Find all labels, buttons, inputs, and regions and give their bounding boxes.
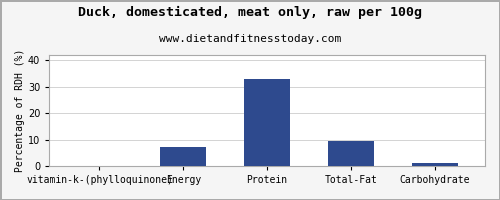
Y-axis label: Percentage of RDH (%): Percentage of RDH (%) (15, 49, 25, 172)
Bar (412, 163, 458, 166)
Bar (328, 141, 374, 166)
Bar (160, 147, 206, 166)
Bar (244, 79, 290, 166)
Text: Duck, domesticated, meat only, raw per 100g: Duck, domesticated, meat only, raw per 1… (78, 6, 422, 19)
Text: www.dietandfitnesstoday.com: www.dietandfitnesstoday.com (159, 34, 341, 44)
